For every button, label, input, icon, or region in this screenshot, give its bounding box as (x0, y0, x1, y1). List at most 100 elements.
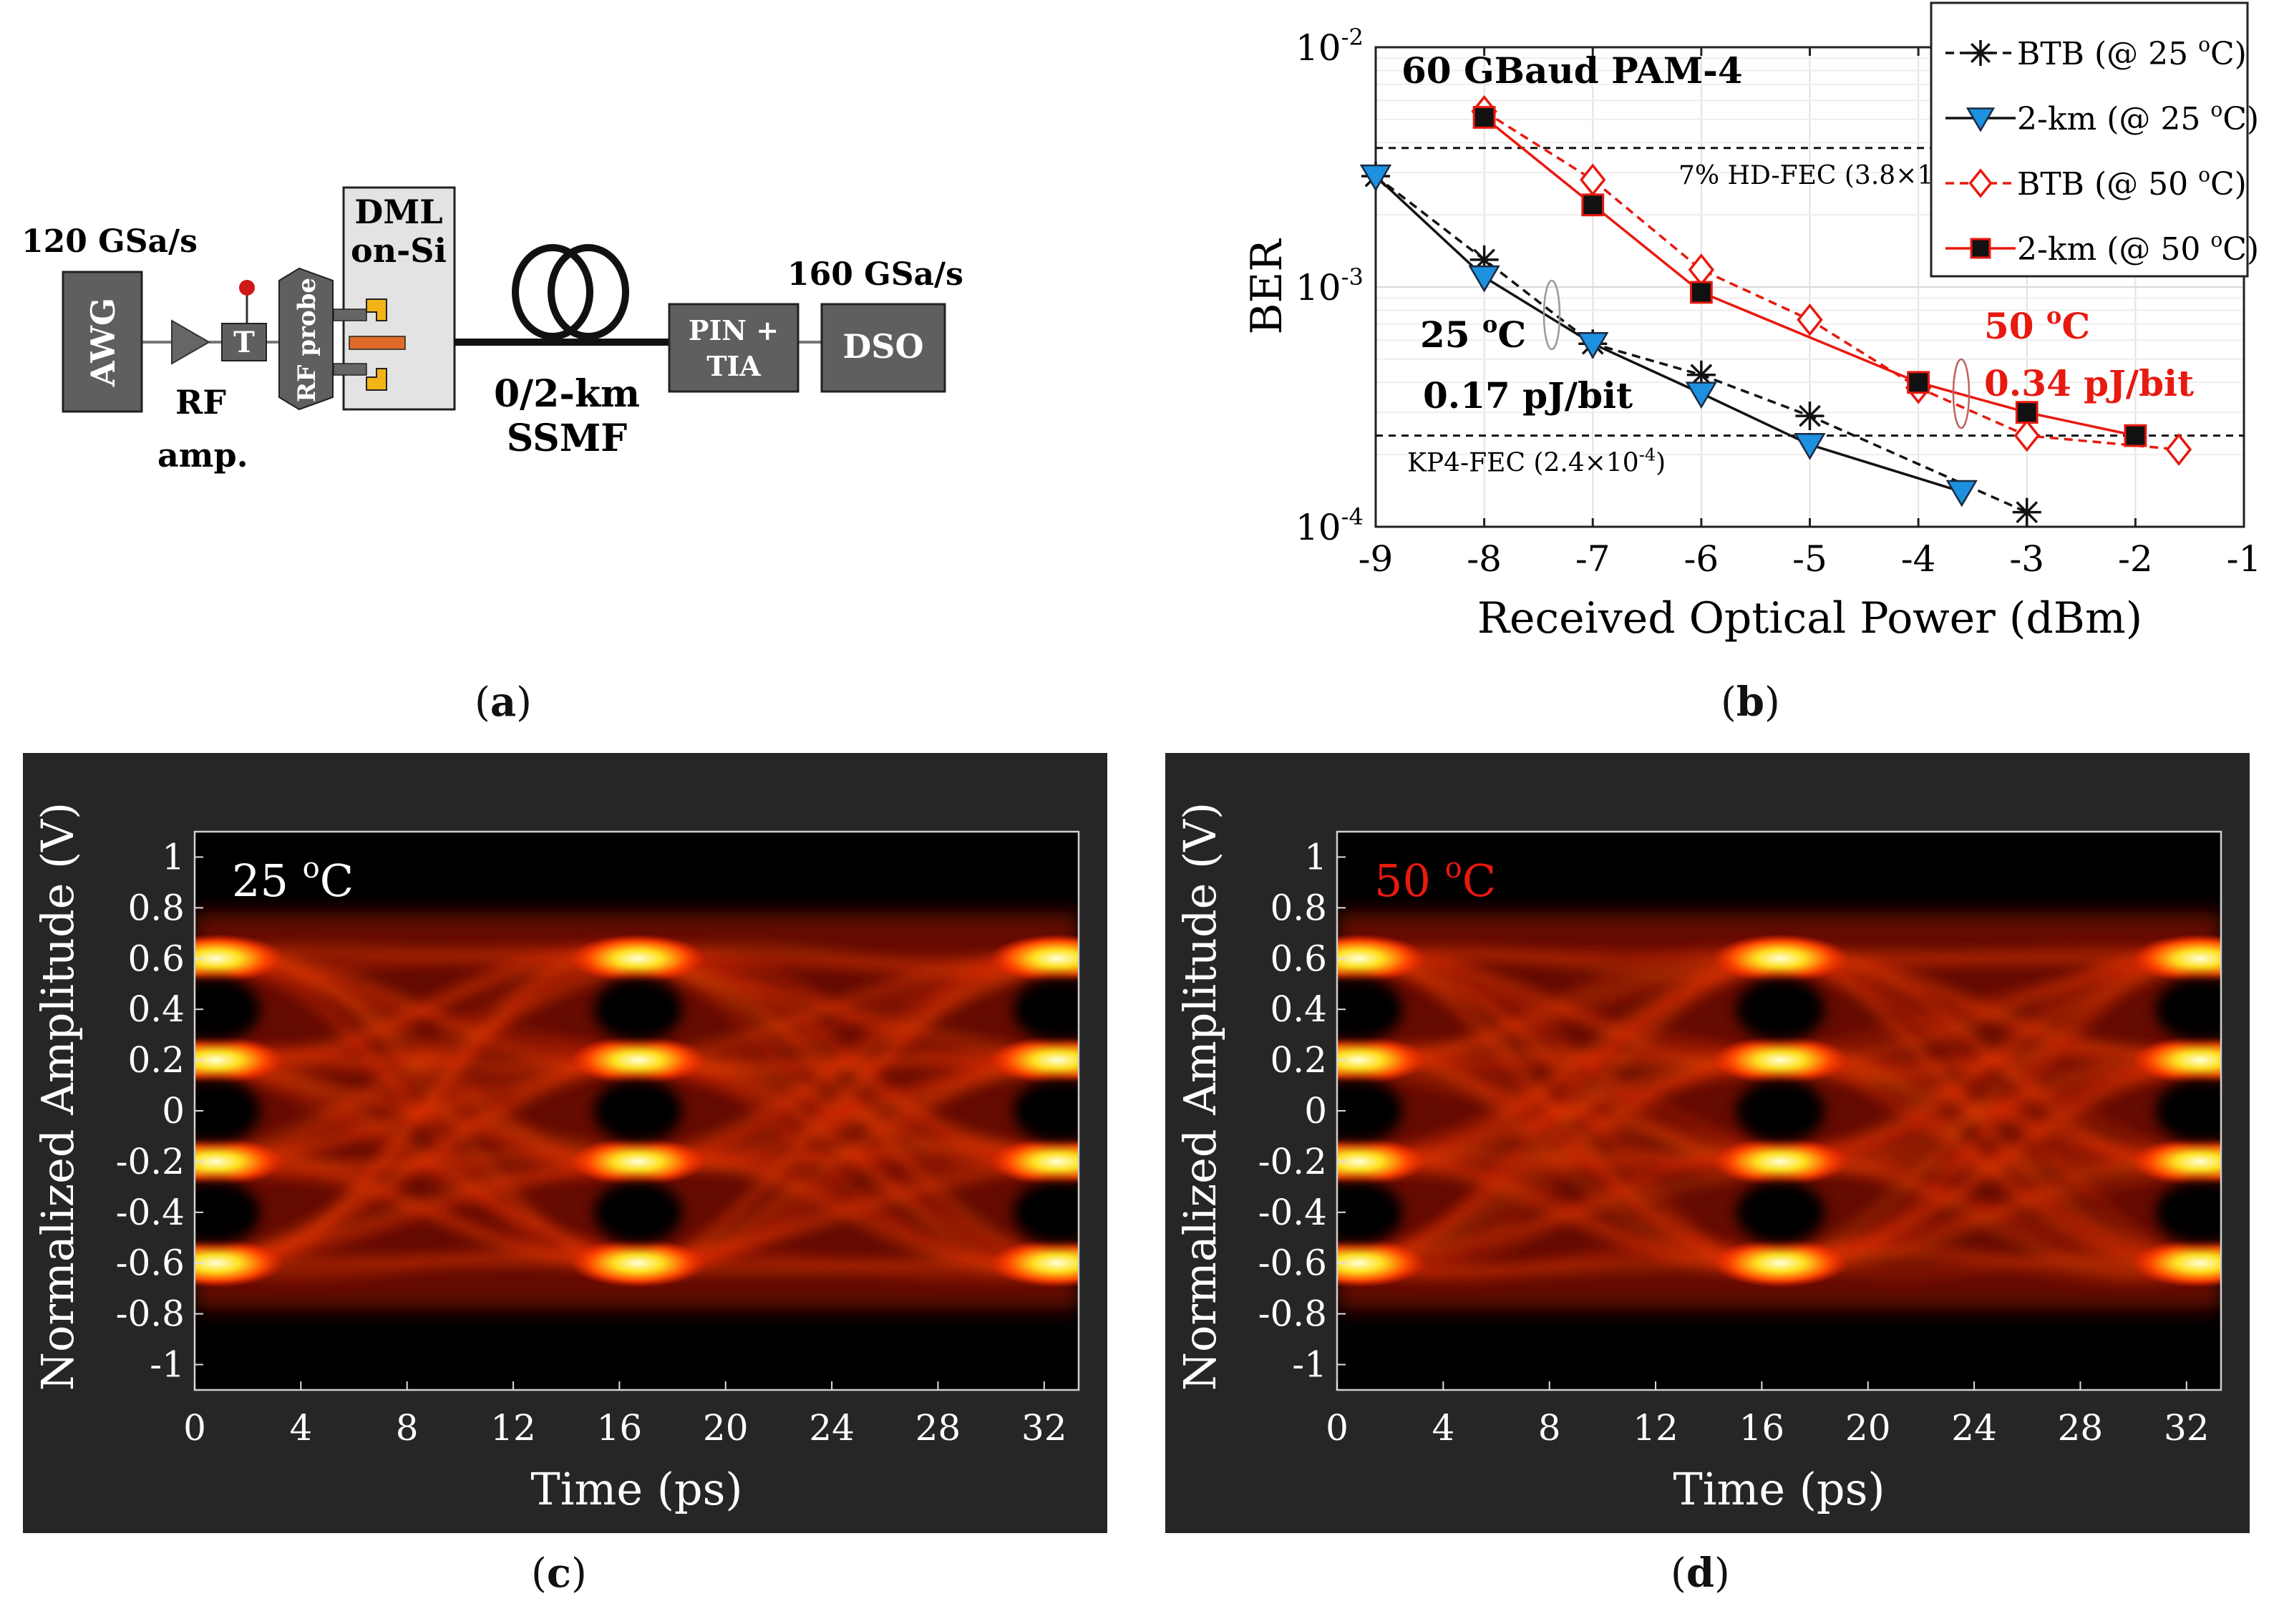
rf-amp-label-1: RF (175, 383, 226, 422)
eye-spot-0-2 (195, 1137, 284, 1186)
x-tick-label-0: 0 (1326, 1407, 1349, 1449)
rf-amp-label-2: amp. (157, 436, 248, 475)
temperature-label-sup: o (1445, 852, 1462, 885)
x-tick-label-3: -6 (1684, 538, 1719, 580)
series-3-point-1 (1581, 193, 1605, 217)
eye-spot-0-2 (1337, 1137, 1427, 1186)
temperature-label-main: 50 (1374, 855, 1445, 907)
eye-trace-41 (1357, 1048, 1782, 1263)
legend-label-3-tail: C) (2222, 231, 2259, 268)
y-tick-label-4: 0.2 (1270, 1039, 1327, 1081)
eye-spot-2-2 (2132, 1137, 2221, 1186)
y-tick-label-1e-4-main: 10 (1296, 507, 1341, 548)
x-axis-label: Time (ps) (1673, 1463, 1885, 1515)
eye-spot-1-0 (1712, 934, 1849, 983)
eye-opening-1-2 (593, 1180, 683, 1244)
series-3-point-4 (2015, 401, 2039, 424)
eye-spot-1-1 (1712, 1036, 1849, 1085)
series-0-point-5 (2012, 497, 2041, 527)
x-tick-label-4: 16 (597, 1407, 643, 1449)
x-tick-label-7: -2 (2118, 538, 2153, 580)
x-tick-label-5: 20 (703, 1407, 749, 1449)
eye-opening-0-0 (1337, 978, 1403, 1041)
x-tick-label-7: 28 (2058, 1407, 2104, 1449)
legend-marker-0 (1968, 40, 1993, 66)
y-tick-label-7: -0.4 (116, 1192, 185, 1233)
y-tick-label-7: -0.4 (1258, 1192, 1327, 1233)
legend-label-1: 2-km (@ 25 oC) (2017, 98, 2259, 137)
eye-opening-1-0 (593, 978, 683, 1041)
dml-label-1: DML (354, 193, 442, 231)
electrode-pad-top (366, 298, 387, 321)
series-0-point-3-stroke-3 (1690, 364, 1713, 386)
series-1-point-0 (1359, 164, 1392, 192)
eye-opening-0-1 (1337, 1079, 1403, 1142)
series-3-point-5 (2124, 424, 2147, 447)
legend-label-1-sup: o (2210, 98, 2222, 122)
eye-opening-0-2 (195, 1180, 261, 1244)
y-tick-label-1e-4: 10-4 (1296, 503, 1364, 548)
x-tick-label-2: -7 (1575, 538, 1610, 580)
fiber-coil-2 (548, 244, 629, 340)
eye-opening-0-2 (1337, 1180, 1403, 1244)
x-tick-label-5: -4 (1901, 538, 1936, 580)
x-tick-label-1: -8 (1467, 538, 1502, 580)
eye-spot-1-3 (570, 1238, 706, 1288)
series-3-point-3 (1907, 371, 1930, 394)
eye-opening-1-1 (1736, 1079, 1825, 1142)
y-tick-label-3: 0.4 (1270, 988, 1327, 1030)
caption-b-close: ) (1764, 679, 1780, 726)
bias-tee-label: T (233, 326, 255, 359)
dml-label-2: on-Si (351, 231, 447, 270)
eye-opening-2-1 (1013, 1079, 1079, 1142)
legend-label-1-tail: C) (2222, 101, 2259, 137)
annotation-25c-temp: 25 oC (1420, 311, 1526, 356)
eye-opening-2-2 (2155, 1180, 2221, 1244)
legend-label-3-main: 2-km (@ 50 (2017, 231, 2210, 268)
legend-marker-1 (1966, 107, 1996, 132)
y-tick-label-4: 0.2 (127, 1039, 185, 1081)
bias-tee-pin (239, 280, 255, 296)
legend-label-3-sup: o (2210, 228, 2222, 252)
annotation-50c-temp: 50 oC (1984, 302, 2090, 347)
rf-amp-triangle (171, 319, 211, 365)
legend-label-0-sup: o (2198, 33, 2210, 57)
temperature-label: 25 oC (232, 852, 354, 907)
eye-spot-2-3 (2132, 1238, 2221, 1288)
kp4-label: KP4-FEC (2.4×10-4) (1407, 445, 1666, 478)
x-axis-label: Received Optical Power (dBm) (1477, 593, 2142, 643)
laser-waveguide (349, 336, 406, 350)
series-3-point-0 (1472, 106, 1496, 129)
x-tick-label-6: 24 (809, 1407, 855, 1449)
annotation-25c-energy: 0.17 pJ/bit (1423, 374, 1633, 417)
x-tick-label-6: 24 (1951, 1407, 1997, 1449)
eye-spot-2-0 (989, 934, 1079, 983)
x-tick-label-0: 0 (183, 1407, 206, 1449)
rf-probe-label: RF probe (293, 278, 321, 402)
x-tick-label-3: 12 (490, 1407, 536, 1449)
dso-label: DSO (842, 327, 923, 366)
eye-spot-2-1 (2132, 1036, 2221, 1085)
caption-c: (c) (531, 1550, 587, 1597)
caption-a-close: ) (516, 679, 533, 726)
y-tick-label-1e-2: 10-2 (1296, 24, 1364, 69)
caption-b-letter: b (1736, 679, 1765, 726)
y-axis-label: Normalized Amplitude (V) (31, 802, 84, 1391)
series-2-point-6 (2165, 433, 2192, 466)
series-1-line (1374, 175, 1963, 493)
eye-spot-0-3 (1337, 1238, 1427, 1288)
awg-block (62, 271, 143, 413)
legend-label-2: BTB (@ 50 oC) (2017, 163, 2247, 203)
eye-opening-2-0 (2155, 978, 2221, 1041)
temperature-label-sup: o (303, 852, 320, 885)
y-tick-label-6: -0.2 (116, 1141, 185, 1182)
series-0-line (1374, 175, 2028, 514)
setup-diagram: 120 GSa/s AWG RF amp. T RF probe DML on-… (21, 186, 963, 475)
series-0-point-3 (1686, 360, 1716, 389)
kp4-label-main: KP4-FEC (2.4×10 (1407, 449, 1639, 478)
eye-diagram-50c: 1 0.8 0.6 0.4 0.2 0 -0.2 -0.4 -0.6 -0.8 -1 0 4 8 12 16 2… (1165, 753, 2250, 1533)
eye-opening-2-1 (2155, 1079, 2221, 1142)
series-0-point-4-stroke-3 (1799, 404, 1821, 427)
eye-trace-47 (215, 1247, 639, 1281)
